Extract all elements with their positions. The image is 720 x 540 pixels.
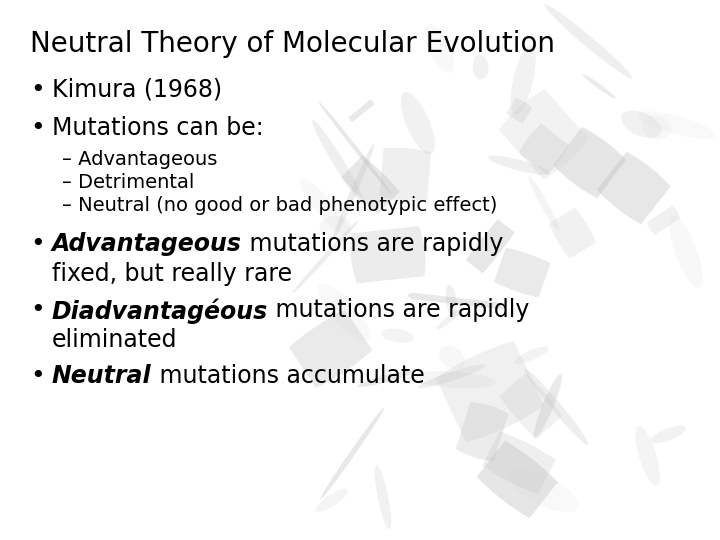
Ellipse shape [642,115,671,140]
Ellipse shape [410,371,496,388]
Text: – Advantageous: – Advantageous [62,150,217,169]
Ellipse shape [534,374,562,438]
Ellipse shape [318,101,392,195]
Ellipse shape [300,179,351,238]
Text: mutations are rapidly: mutations are rapidly [269,298,530,322]
PathPatch shape [408,293,506,309]
Text: •: • [30,364,45,388]
Text: Neutral: Neutral [52,364,152,388]
PathPatch shape [349,100,374,122]
Ellipse shape [418,364,485,388]
PathPatch shape [647,206,680,235]
Ellipse shape [439,346,465,369]
Ellipse shape [472,55,488,79]
PathPatch shape [466,219,515,273]
Ellipse shape [528,176,559,231]
Ellipse shape [316,489,348,512]
Text: Neutral Theory of Molecular Evolution: Neutral Theory of Molecular Evolution [30,30,555,58]
Text: Diadvantagéous: Diadvantagéous [52,298,269,323]
Ellipse shape [333,144,374,240]
Ellipse shape [320,215,351,238]
PathPatch shape [494,248,551,298]
Ellipse shape [320,408,384,500]
PathPatch shape [456,402,508,461]
Ellipse shape [670,215,703,288]
Text: eliminated: eliminated [52,328,178,352]
Text: – Neutral (no good or bad phenotypic effect): – Neutral (no good or bad phenotypic eff… [62,196,498,215]
Ellipse shape [446,285,457,318]
Ellipse shape [318,284,370,341]
PathPatch shape [477,441,558,518]
Ellipse shape [510,44,536,115]
PathPatch shape [519,124,570,174]
PathPatch shape [549,208,596,259]
PathPatch shape [499,89,589,179]
Text: •: • [30,232,45,256]
Ellipse shape [436,308,463,330]
PathPatch shape [553,127,626,198]
PathPatch shape [500,373,562,439]
Text: Advantageous: Advantageous [52,232,242,256]
Text: Mutations can be:: Mutations can be: [52,116,264,140]
Ellipse shape [426,24,454,73]
Ellipse shape [312,120,365,205]
Ellipse shape [636,111,716,139]
Ellipse shape [621,111,662,138]
Text: •: • [30,298,45,322]
Text: •: • [30,78,45,102]
PathPatch shape [506,98,532,123]
Ellipse shape [544,4,632,79]
Ellipse shape [650,426,686,443]
Text: •: • [30,116,45,140]
Ellipse shape [582,74,616,99]
Ellipse shape [374,465,391,529]
Ellipse shape [382,328,413,343]
Ellipse shape [515,347,549,364]
Text: mutations are rapidly: mutations are rapidly [242,232,503,256]
Ellipse shape [509,470,579,512]
Text: mutations accumulate: mutations accumulate [152,364,424,388]
PathPatch shape [482,431,556,494]
PathPatch shape [289,309,372,388]
PathPatch shape [379,148,431,201]
Ellipse shape [636,426,660,486]
PathPatch shape [436,341,544,443]
Ellipse shape [293,220,359,293]
PathPatch shape [597,152,671,224]
Text: – Detrimental: – Detrimental [62,173,194,192]
Text: fixed, but really rare: fixed, but really rare [52,262,292,286]
PathPatch shape [341,156,400,213]
Ellipse shape [357,370,415,387]
Ellipse shape [488,156,550,175]
Text: Kimura (1968): Kimura (1968) [52,78,222,102]
Ellipse shape [525,369,588,445]
Ellipse shape [401,92,435,154]
PathPatch shape [351,226,426,284]
